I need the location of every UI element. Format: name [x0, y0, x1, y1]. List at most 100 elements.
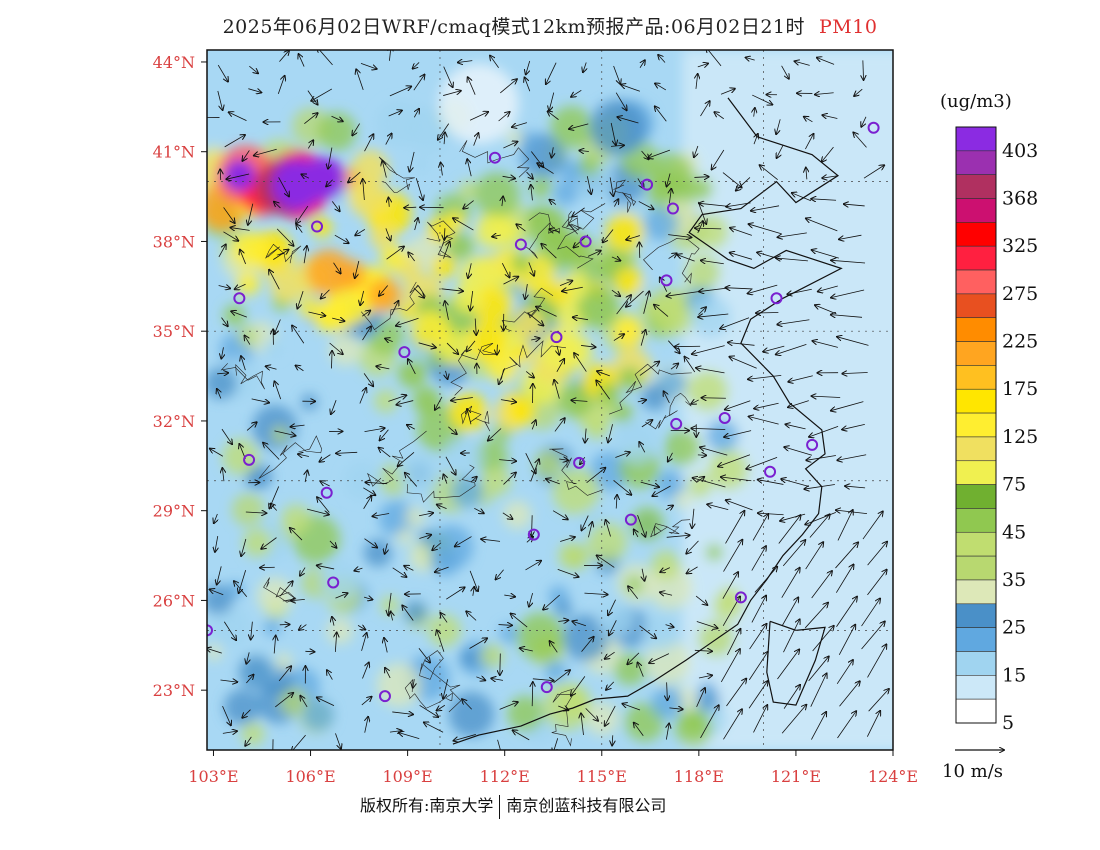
wind-vector	[230, 228, 250, 231]
pm10-field-patch	[510, 253, 531, 273]
wind-vector	[783, 685, 800, 709]
wind-vector	[234, 581, 248, 597]
pm10-field-patch	[630, 507, 664, 541]
wind-vector	[499, 368, 506, 384]
wind-vector	[331, 115, 343, 121]
city-station-marker	[527, 528, 540, 541]
lat-tick-label: 35°N	[153, 322, 195, 341]
wind-vector	[634, 723, 644, 736]
wind-vector	[207, 648, 222, 654]
wind-vector	[666, 290, 701, 296]
colorbar-swatch	[955, 126, 997, 152]
wind-vector	[836, 597, 856, 628]
pm10-field-patch	[236, 271, 261, 296]
wind-vector	[220, 680, 237, 682]
wind-vector	[274, 430, 295, 436]
wind-vector	[776, 119, 781, 134]
pm10-field-patch	[380, 244, 406, 271]
lon-tick-label: 106°E	[285, 767, 335, 786]
province-border	[258, 435, 322, 479]
wind-vector	[275, 693, 293, 708]
pm10-field-patch	[687, 370, 729, 412]
wind-vector	[245, 336, 251, 345]
wind-vector	[440, 613, 448, 623]
pm10-field-patch	[512, 344, 532, 364]
wind-vector	[610, 145, 624, 146]
wind-vector	[496, 569, 504, 580]
pm10-field-patch	[581, 513, 598, 530]
pm10-field-patch	[301, 698, 335, 731]
wind-vector	[804, 603, 828, 629]
wind-vector	[463, 200, 474, 209]
colorbar-tick-label: 368	[1002, 188, 1038, 210]
wind-vector	[245, 512, 266, 513]
wind-vector	[585, 708, 598, 720]
wind-vector	[218, 285, 231, 288]
city-station-marker	[540, 681, 553, 694]
wind-vector	[776, 344, 807, 354]
wind-vector	[297, 290, 304, 308]
lon-tick-label: 118°E	[674, 767, 724, 786]
wind-vector	[782, 540, 805, 567]
wind-vector	[660, 592, 673, 595]
wind-vector	[861, 599, 881, 627]
wind-vector	[240, 250, 246, 265]
wind-vector	[664, 391, 670, 404]
wind-vector	[634, 530, 638, 538]
wind-vector	[784, 447, 813, 456]
wind-vector	[777, 650, 799, 680]
colorbar-swatch	[955, 675, 997, 700]
wind-vector	[844, 204, 865, 206]
wind-vector	[388, 111, 402, 117]
colorbar-tick-label: 35	[1002, 569, 1026, 591]
colorbar-swatch	[955, 269, 997, 295]
pm10-field-patch	[446, 232, 474, 260]
wind-vector-field	[207, 50, 889, 750]
wind-vector	[667, 682, 668, 700]
pm10-field-patch	[585, 702, 619, 736]
lat-tick-label: 41°N	[153, 143, 195, 162]
colorbar-tick-label: 175	[1002, 378, 1038, 400]
wind-vector	[694, 145, 698, 157]
wind-vector	[468, 263, 471, 278]
wind-vector	[778, 515, 801, 544]
wind-vector	[504, 595, 515, 597]
wind-vector	[499, 702, 518, 710]
lat-tick-label: 26°N	[153, 591, 195, 610]
wind-vector	[277, 76, 284, 95]
lon-tick-label: 109°E	[383, 767, 433, 786]
wind-vector	[643, 291, 650, 314]
colorbar-tick-label: 275	[1002, 283, 1038, 305]
wind-vector	[546, 62, 557, 84]
wind-vector	[781, 479, 810, 487]
wind-vector	[754, 402, 779, 408]
wind-vector	[498, 112, 510, 122]
pm10-field-patch	[223, 159, 256, 192]
colorbar-swatch	[955, 174, 997, 199]
wind-vector	[445, 456, 456, 475]
colorbar-tick-label: 125	[1002, 426, 1038, 448]
wind-vector	[488, 428, 502, 441]
wind-vector	[245, 736, 252, 746]
wind-vector	[552, 147, 554, 157]
wind-vector	[806, 218, 838, 232]
pm10-field-patch	[326, 617, 354, 645]
pm10-field-patch	[625, 575, 644, 594]
wind-vector	[304, 113, 317, 124]
wind-vector	[304, 246, 307, 264]
wind-vector	[587, 251, 601, 257]
wind-vector	[453, 218, 474, 231]
wind-vector	[805, 134, 813, 150]
wind-vector	[214, 513, 218, 523]
wind-vector	[692, 508, 694, 528]
wind-vector	[696, 74, 698, 89]
wind-vector	[415, 218, 418, 231]
province-border	[501, 340, 566, 380]
pm10-field-patch	[426, 217, 455, 245]
wind-vector	[699, 287, 730, 292]
wind-vector	[812, 626, 834, 652]
wind-vector	[278, 177, 289, 196]
province-border	[459, 140, 530, 178]
wind-vector	[221, 347, 223, 358]
pm10-field-patch	[271, 426, 289, 443]
